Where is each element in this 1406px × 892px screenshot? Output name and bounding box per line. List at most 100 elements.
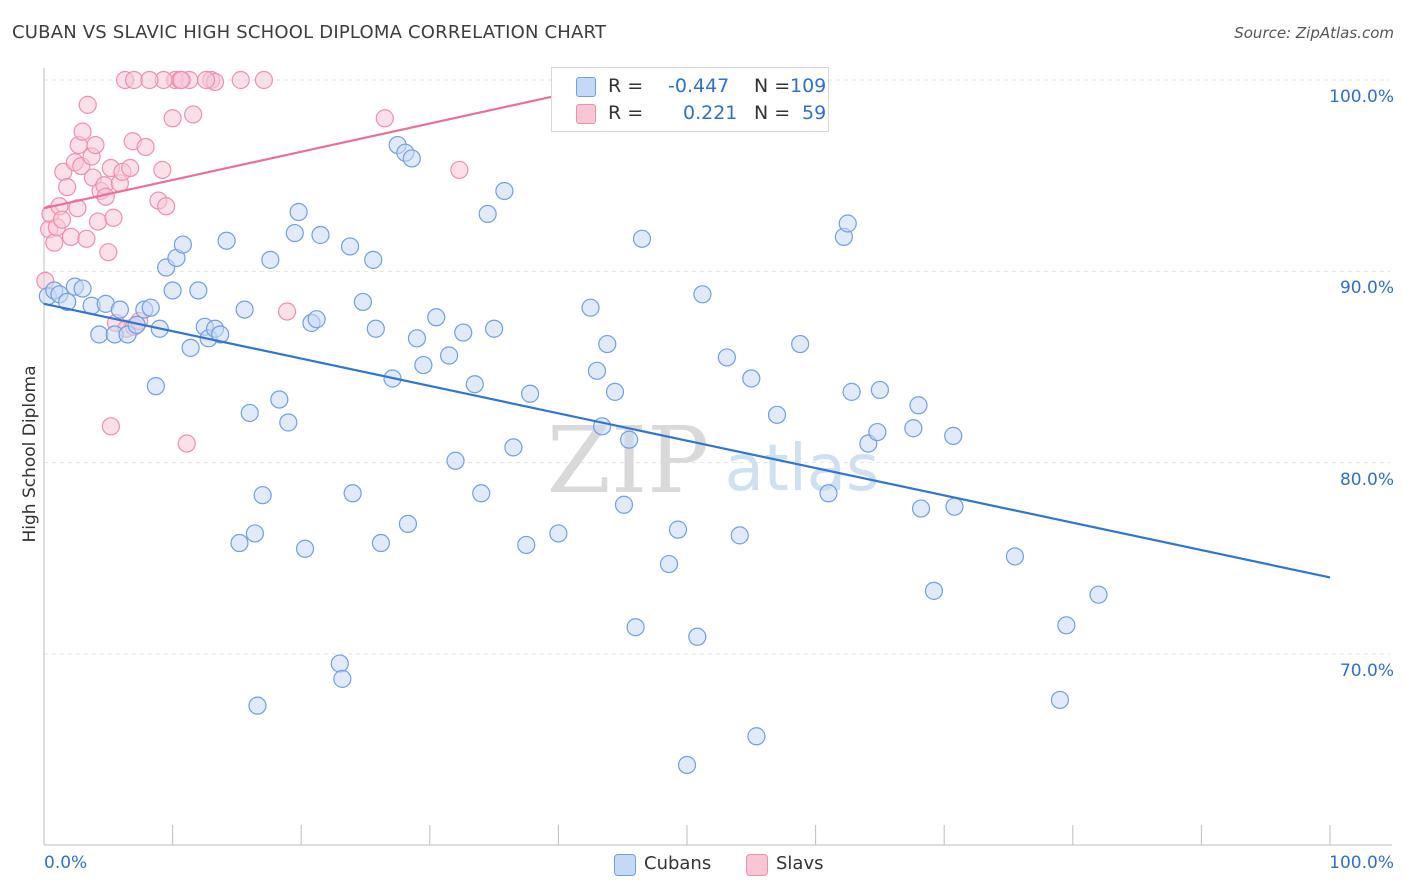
trendlines bbox=[43, 94, 1331, 579]
x-tick-label-min: 0.0% bbox=[44, 853, 88, 873]
cubans-point bbox=[279, 413, 298, 432]
cubans-point bbox=[230, 533, 249, 553]
cubans-point bbox=[439, 346, 459, 365]
cubans-point bbox=[414, 355, 433, 375]
cubans-point bbox=[747, 727, 766, 746]
cubans-point bbox=[632, 229, 652, 248]
slavs-point bbox=[58, 178, 77, 197]
cubans-point bbox=[904, 419, 923, 438]
cubans-point bbox=[911, 499, 931, 518]
slavs-point bbox=[184, 105, 203, 124]
cubans-point bbox=[587, 361, 607, 380]
cubans-point bbox=[677, 755, 697, 775]
slavs-point bbox=[73, 122, 92, 141]
cubans-point bbox=[211, 325, 230, 344]
watermark-zip: ZIP bbox=[547, 407, 709, 514]
slavs-point bbox=[136, 137, 155, 157]
slavs-swatch bbox=[746, 854, 768, 876]
cubans-point bbox=[330, 654, 349, 673]
cubans-point bbox=[767, 405, 787, 424]
slavs-point bbox=[231, 70, 250, 90]
slavs-point bbox=[68, 199, 87, 218]
cubans-point bbox=[398, 514, 418, 533]
slavs-point bbox=[86, 135, 105, 155]
cubans-point bbox=[235, 300, 254, 319]
slavs-point bbox=[99, 243, 118, 262]
cubans-point bbox=[240, 403, 259, 423]
cubans-point bbox=[295, 539, 315, 558]
r-label: R = bbox=[608, 102, 644, 124]
cubans-point bbox=[189, 281, 208, 300]
r-value-slavs: 0.221 bbox=[683, 102, 738, 124]
cubans-point bbox=[659, 554, 679, 574]
slavs-point bbox=[101, 417, 120, 436]
r-value-cubans: -0.447 bbox=[668, 75, 730, 97]
legend-label-slavs: Slavs bbox=[776, 853, 824, 874]
slavs-point bbox=[124, 70, 144, 90]
cubans-point bbox=[366, 319, 385, 338]
cubans-point bbox=[253, 486, 272, 505]
slavs-point bbox=[177, 434, 196, 453]
cubans-swatch bbox=[614, 854, 636, 876]
cubans-point bbox=[730, 526, 749, 545]
cubans-point bbox=[427, 308, 446, 327]
cubans-point bbox=[581, 298, 600, 317]
y-axis-label: High School Diploma bbox=[20, 365, 40, 543]
chart-title: CUBAN VS SLAVIC HIGH SCHOOL DIPLOMA CORR… bbox=[12, 22, 607, 43]
slavs-point bbox=[77, 229, 96, 248]
cubans-points bbox=[38, 135, 1108, 775]
cubans-point bbox=[495, 181, 514, 201]
cubans-point bbox=[504, 438, 523, 457]
slavs-point bbox=[45, 233, 64, 252]
cubans-point bbox=[407, 329, 427, 348]
cubans-point bbox=[181, 338, 200, 357]
n-value-cubans: 109 bbox=[790, 75, 827, 97]
cubans-point bbox=[343, 484, 362, 503]
cubans-point bbox=[454, 323, 473, 342]
slavs-point bbox=[153, 160, 172, 180]
cubans-point bbox=[1057, 616, 1076, 635]
cubans-point bbox=[446, 451, 465, 470]
cubans-point bbox=[485, 319, 504, 338]
slavs-point bbox=[172, 70, 191, 90]
cubans-point bbox=[688, 627, 707, 646]
cubans-point bbox=[598, 334, 617, 354]
cubans-point bbox=[245, 524, 265, 543]
cubans-point bbox=[73, 279, 92, 298]
cubans-point bbox=[402, 149, 421, 168]
cubans-point bbox=[371, 533, 391, 553]
slavs-point bbox=[254, 70, 274, 90]
cubans-point bbox=[549, 524, 568, 543]
cubans-point bbox=[924, 581, 944, 600]
y-tick-label: 100.0% bbox=[1329, 87, 1394, 107]
slavs-point bbox=[450, 160, 469, 180]
cubans-point bbox=[1005, 547, 1025, 566]
cubans-point bbox=[517, 535, 536, 555]
cubans-point bbox=[261, 250, 280, 269]
axes bbox=[43, 68, 1392, 846]
cubans-point bbox=[668, 520, 688, 539]
source-label: Source: ZipAtlas.com bbox=[1234, 24, 1394, 42]
cubans-point bbox=[311, 225, 330, 245]
watermark-atlas: atlas bbox=[725, 432, 880, 506]
cubans-point bbox=[340, 237, 360, 256]
cubans-point bbox=[909, 396, 928, 415]
cubans-point bbox=[58, 292, 77, 312]
slavs-point bbox=[104, 208, 123, 227]
grid-lines bbox=[44, 79, 1390, 655]
cubans-point bbox=[217, 231, 236, 250]
slavs-point bbox=[375, 109, 394, 128]
cubans-point bbox=[819, 484, 838, 503]
slavs-point bbox=[88, 212, 108, 231]
slavs-points bbox=[36, 70, 469, 453]
cubans-point bbox=[465, 375, 484, 394]
cubans-point bbox=[472, 484, 491, 503]
slavs-point bbox=[52, 210, 72, 229]
cubans-point bbox=[364, 250, 383, 269]
slavs-point bbox=[157, 197, 176, 216]
y-tick-label: 70.0% bbox=[1339, 661, 1394, 681]
y-tick-label: 90.0% bbox=[1339, 278, 1394, 299]
cubans-point bbox=[838, 214, 857, 233]
cubans-point bbox=[626, 618, 645, 637]
